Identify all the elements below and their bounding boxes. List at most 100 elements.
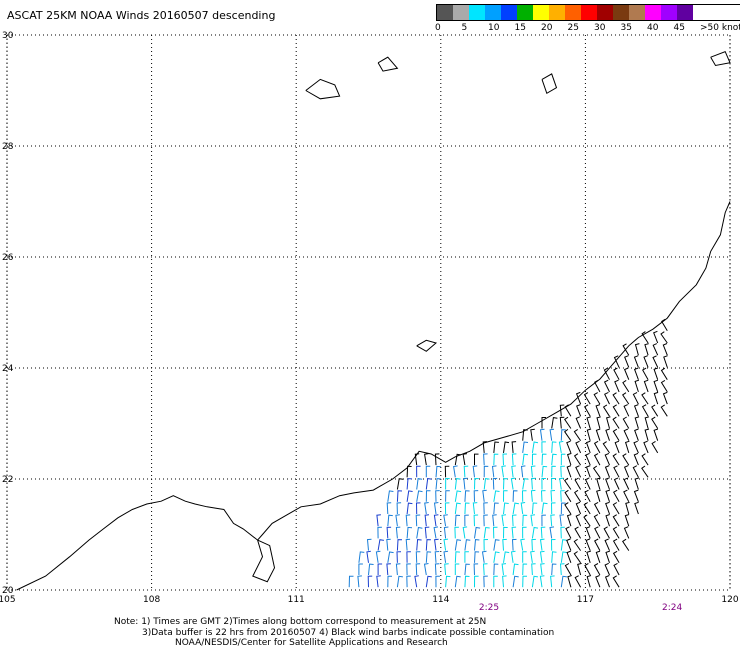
wind-barb bbox=[651, 404, 659, 417]
wind-barb bbox=[522, 453, 529, 466]
wind-barb bbox=[387, 551, 394, 563]
wind-barb bbox=[622, 379, 630, 393]
wind-barb bbox=[511, 526, 517, 539]
wind-barb bbox=[596, 489, 601, 502]
wind-barb bbox=[435, 575, 440, 588]
wind-barb bbox=[406, 502, 413, 515]
wind-barb bbox=[454, 539, 462, 551]
wind-barb bbox=[396, 551, 402, 563]
wind-barb bbox=[386, 538, 391, 551]
wind-barb bbox=[575, 416, 582, 429]
wind-barb bbox=[541, 514, 546, 527]
wind-barb bbox=[633, 452, 639, 466]
wind-barb bbox=[540, 526, 546, 539]
note-line-1: Note: 1) Times are GMT 2)Times along bot… bbox=[114, 617, 487, 627]
wind-barb bbox=[593, 440, 601, 454]
wind-barb bbox=[613, 355, 620, 368]
wind-barb bbox=[559, 514, 565, 527]
wind-barb bbox=[435, 490, 440, 502]
wind-barb bbox=[573, 453, 582, 466]
wind-barb bbox=[539, 428, 545, 441]
legend-swatch bbox=[437, 5, 453, 20]
legend-swatch bbox=[565, 5, 581, 20]
wind-barb bbox=[573, 428, 582, 441]
wind-barb bbox=[376, 575, 381, 588]
wind-barb bbox=[366, 550, 371, 563]
wind-barb bbox=[464, 490, 470, 502]
wind-barb bbox=[396, 478, 404, 490]
wind-barb bbox=[560, 551, 567, 563]
legend-swatch bbox=[677, 5, 693, 20]
wind-barb bbox=[424, 453, 429, 466]
wind-barb bbox=[425, 490, 431, 502]
wind-barb bbox=[586, 550, 591, 563]
wind-barb bbox=[594, 538, 601, 551]
wind-barb bbox=[464, 551, 469, 563]
wind-barb bbox=[377, 563, 383, 575]
wind-barb bbox=[434, 453, 440, 466]
wind-barb bbox=[633, 404, 639, 417]
wind-barb bbox=[454, 575, 461, 588]
wind-barb bbox=[511, 441, 517, 453]
wind-barb bbox=[512, 490, 518, 502]
wind-barb bbox=[454, 490, 462, 502]
y-tick-label: 28 bbox=[2, 142, 14, 152]
wind-barb bbox=[434, 538, 439, 551]
wind-barb bbox=[530, 489, 536, 502]
wind-barb bbox=[624, 514, 630, 527]
wind-barb bbox=[559, 404, 565, 417]
wind-barb bbox=[612, 453, 620, 466]
wind-barb bbox=[612, 526, 620, 539]
wind-barb bbox=[472, 502, 478, 515]
wind-barb bbox=[493, 551, 500, 563]
wind-barb bbox=[586, 428, 592, 441]
wind-barb bbox=[593, 563, 601, 576]
wind-barb bbox=[566, 538, 572, 551]
wind-barb bbox=[483, 478, 490, 490]
wind-barb bbox=[415, 502, 421, 515]
wind-barb bbox=[612, 575, 620, 588]
legend-label: 25 bbox=[567, 23, 579, 33]
wind-barb bbox=[593, 514, 601, 527]
wind-barb bbox=[395, 526, 401, 539]
wind-barb bbox=[575, 440, 582, 454]
wind-barb bbox=[464, 514, 469, 527]
inland-lake bbox=[541, 73, 558, 95]
legend-label: 5 bbox=[461, 23, 468, 33]
wind-barb bbox=[425, 551, 432, 563]
wind-barb bbox=[653, 379, 659, 393]
legend-swatch bbox=[549, 5, 565, 20]
wind-barb bbox=[367, 575, 373, 588]
wind-barb bbox=[501, 514, 507, 527]
wind-barb bbox=[387, 514, 393, 527]
wind-barb bbox=[642, 367, 649, 380]
wind-barb bbox=[594, 526, 601, 539]
wind-barb bbox=[605, 514, 610, 527]
wind-barb bbox=[444, 502, 450, 515]
wind-barb bbox=[530, 550, 535, 563]
x-tick-label: 117 bbox=[577, 595, 594, 605]
wind-barb bbox=[406, 490, 413, 502]
wind-barb bbox=[644, 428, 650, 441]
wind-barb bbox=[474, 526, 481, 539]
wind-barb bbox=[550, 490, 556, 502]
wind-barb bbox=[604, 465, 610, 478]
wind-barb bbox=[464, 575, 470, 588]
wind-barb bbox=[435, 465, 441, 478]
wind-barb bbox=[425, 539, 431, 551]
wind-barb bbox=[503, 526, 508, 539]
wind-barb bbox=[503, 490, 508, 502]
wind-barb bbox=[464, 502, 470, 515]
wind-barb bbox=[541, 502, 548, 515]
wind-barb bbox=[651, 440, 659, 454]
wind-barb bbox=[565, 526, 572, 539]
wind-barb bbox=[566, 465, 572, 478]
legend-swatch bbox=[469, 5, 485, 20]
wind-barb bbox=[415, 551, 421, 563]
wind-barb bbox=[566, 452, 572, 466]
wind-barb bbox=[641, 453, 649, 466]
wind-barb bbox=[595, 404, 601, 417]
wind-barb bbox=[493, 453, 499, 466]
legend-swatch bbox=[501, 5, 517, 20]
wind-barb bbox=[593, 501, 601, 515]
